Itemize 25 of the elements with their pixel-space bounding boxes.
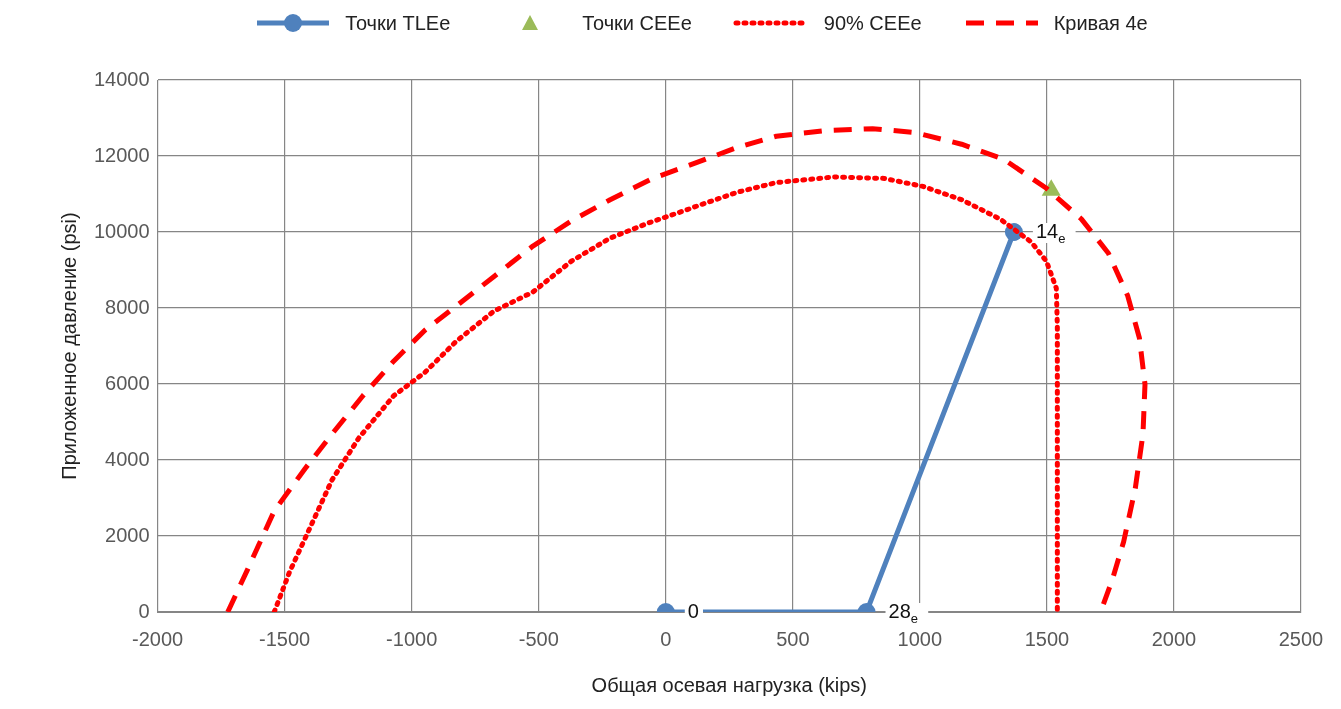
y-tick-label: 2000 — [105, 523, 150, 546]
y-tick-label: 4000 — [105, 447, 150, 470]
y-tick-label: 8000 — [105, 295, 150, 318]
y-tick-label: 14000 — [93, 67, 150, 90]
y-tick-label: 10000 — [93, 219, 150, 242]
legend-label: 90% CEEe — [823, 11, 922, 35]
legend-label: Кривая 4e — [1053, 11, 1148, 35]
x-tick-label: 1000 — [897, 627, 943, 650]
x-tick-label: -500 — [518, 627, 559, 650]
x-tick-label: 500 — [776, 627, 810, 650]
x-tick-label: 1500 — [1024, 627, 1070, 650]
x-axis-title: Общая осевая нагрузка (kips) — [591, 673, 868, 696]
x-tick-label: -1500 — [259, 627, 311, 650]
x-tick-label: -2000 — [132, 627, 184, 650]
legend-label: Точки CEEe — [582, 11, 692, 35]
y-tick-label: 6000 — [105, 371, 150, 394]
x-tick-label: 2000 — [1151, 627, 1197, 650]
legend-label: Точки TLEe — [345, 11, 451, 35]
x-tick-label: -1000 — [386, 627, 438, 650]
y-tick-label: 0 — [138, 599, 150, 622]
y-axis-title: Приложенное давление (psi) — [57, 212, 80, 480]
y-tick-label: 12000 — [93, 143, 150, 166]
x-tick-label: 0 — [660, 627, 672, 650]
annotation: 0 — [687, 599, 699, 622]
x-tick-label: 2500 — [1278, 627, 1324, 650]
